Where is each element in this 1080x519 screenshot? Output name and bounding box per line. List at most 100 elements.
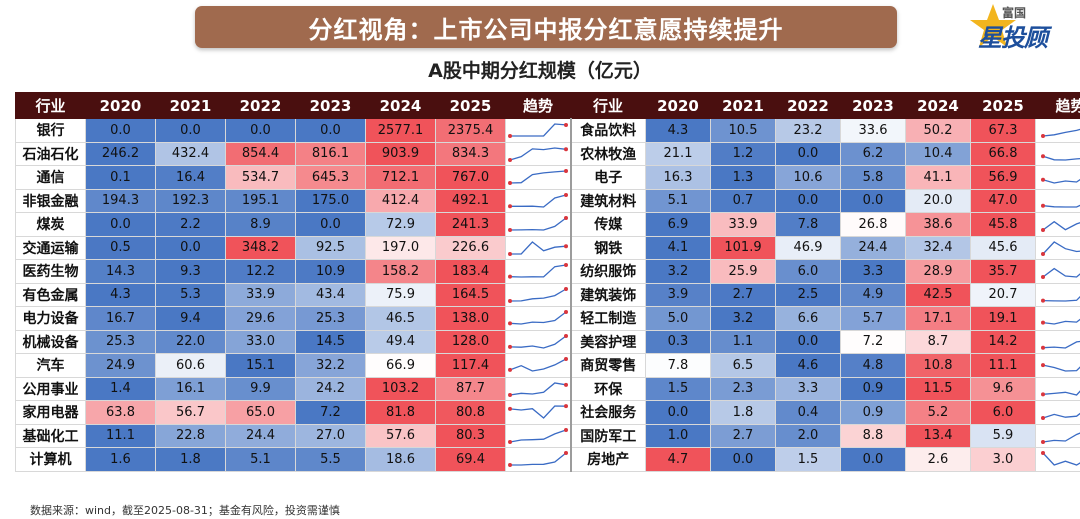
value-cell-2020: 0.1 xyxy=(85,165,156,190)
trend-sparkline-cell-right xyxy=(1035,329,1080,354)
value-cell-2023-right: 6.2 xyxy=(840,141,906,166)
industry-label-right: 建筑装饰 xyxy=(569,282,646,307)
trend-sparkline xyxy=(1040,268,1080,280)
trend-sparkline xyxy=(507,147,568,162)
trend-sparkline xyxy=(507,286,568,303)
sparkline-line xyxy=(1042,155,1080,161)
value-cell-2020-right: 0.3 xyxy=(645,329,711,354)
trend-sparkline-cell-right xyxy=(1035,141,1080,166)
sparkline-end-dot xyxy=(563,192,568,197)
sparkline-start-dot xyxy=(1040,203,1045,208)
value-cell-2023: 10.9 xyxy=(295,259,366,284)
col-header-2022-right: 2022 xyxy=(775,92,841,119)
trend-sparkline-cell xyxy=(505,141,571,166)
value-cell-2023: 7.2 xyxy=(295,400,366,425)
table-row: 基础化工 11.1 22.8 24.4 27.0 57.6 80.3 国防军工 1.0 2.7 2.… xyxy=(15,423,1080,448)
value-cell-2025: 128.0 xyxy=(435,329,506,354)
trend-sparkline-cell xyxy=(505,447,571,472)
industry-label: 基础化工 xyxy=(15,423,86,448)
value-cell-2022-right: 10.6 xyxy=(775,165,841,190)
value-cell-2022: 24.4 xyxy=(225,423,296,448)
sparkline-end-dot xyxy=(563,147,568,152)
sparkline-end-dot xyxy=(563,216,568,221)
value-cell-2025: 241.3 xyxy=(435,212,506,237)
value-cell-2021: 16.1 xyxy=(155,376,226,401)
value-cell-2020: 0.0 xyxy=(85,212,156,237)
value-cell-2020: 11.1 xyxy=(85,423,156,448)
col-header-2020: 2020 xyxy=(85,92,156,119)
sparkline-start-dot xyxy=(507,157,512,162)
table-row: 有色金属 4.3 5.3 33.9 43.4 75.9 164.5 建筑装饰 3.9 2.7 2.5… xyxy=(15,282,1080,307)
value-cell-2024: 46.5 xyxy=(365,306,436,331)
trend-sparkline-cell xyxy=(505,259,571,284)
trend-sparkline xyxy=(1040,340,1080,350)
value-cell-2021: 16.4 xyxy=(155,165,226,190)
sparkline-start-dot xyxy=(1040,320,1045,325)
value-cell-2024: 412.4 xyxy=(365,188,436,213)
value-cell-2022-right: 2.5 xyxy=(775,282,841,307)
trend-sparkline-cell xyxy=(505,118,571,143)
value-cell-2022-right: 23.2 xyxy=(775,118,841,143)
value-cell-2023: 92.5 xyxy=(295,235,366,260)
value-cell-2024-right: 5.2 xyxy=(905,400,971,425)
value-cell-2021: 0.0 xyxy=(155,118,226,143)
sparkline-start-dot xyxy=(507,368,512,373)
trend-sparkline-cell-right xyxy=(1035,423,1080,448)
value-cell-2025-right: 5.9 xyxy=(970,423,1036,448)
value-cell-2020-right: 16.3 xyxy=(645,165,711,190)
value-cell-2025: 164.5 xyxy=(435,282,506,307)
sparkline-end-dot xyxy=(563,243,568,248)
col-header-2024-right: 2024 xyxy=(905,92,971,119)
sparkline-line xyxy=(1042,431,1080,443)
value-cell-2024-right: 17.1 xyxy=(905,306,971,331)
sparkline-line xyxy=(1042,295,1080,302)
sparkline-start-dot xyxy=(1040,345,1045,350)
value-cell-2020: 246.2 xyxy=(85,141,156,166)
value-cell-2023: 32.2 xyxy=(295,353,366,378)
col-header-2021: 2021 xyxy=(155,92,226,119)
value-cell-2024-right: 32.4 xyxy=(905,235,971,260)
value-cell-2025: 138.0 xyxy=(435,306,506,331)
value-cell-2022-right: 6.6 xyxy=(775,306,841,331)
value-cell-2025-right: 14.2 xyxy=(970,329,1036,354)
value-cell-2024-right: 28.9 xyxy=(905,259,971,284)
value-cell-2021: 432.4 xyxy=(155,141,226,166)
brand-logo: 富国 星投顾 xyxy=(968,2,1078,52)
sparkline-start-dot xyxy=(1040,153,1045,158)
trend-sparkline-cell-right xyxy=(1035,447,1080,472)
trend-sparkline xyxy=(507,333,568,349)
col-header-2024: 2024 xyxy=(365,92,436,119)
sparkline-line xyxy=(509,217,567,231)
sparkline-line xyxy=(1042,128,1080,137)
value-cell-2024: 49.4 xyxy=(365,329,436,354)
value-cell-2022-right: 0.0 xyxy=(775,141,841,166)
value-cell-2021-right: 2.7 xyxy=(710,282,776,307)
value-cell-2020-right: 1.5 xyxy=(645,376,711,401)
trend-sparkline-cell xyxy=(505,165,571,190)
star-logo-icon xyxy=(970,4,1016,47)
value-cell-2021-right: 1.3 xyxy=(710,165,776,190)
value-cell-2023: 25.3 xyxy=(295,306,366,331)
footnote: 数据来源：wind，截至2025-08-31；基金有风险，投资需谨慎 xyxy=(30,504,340,517)
sparkline-end-dot xyxy=(563,263,568,268)
sparkline-line xyxy=(509,170,566,184)
sparkline-end-dot xyxy=(563,404,568,409)
col-header-trend-right: 趋势 xyxy=(1035,92,1080,119)
col-header-trend: 趋势 xyxy=(505,92,571,119)
value-cell-2020: 25.3 xyxy=(85,329,156,354)
value-cell-2022-right: 1.5 xyxy=(775,447,841,472)
sparkline-line xyxy=(1042,364,1080,372)
table-row: 计算机 1.6 1.8 5.1 5.5 18.6 69.4 房地产 4.7 0.0 1.5 0.0 2.… xyxy=(15,447,1080,472)
industry-label-right: 商贸零售 xyxy=(569,353,646,378)
sparkline-start-dot xyxy=(1040,363,1045,368)
trend-sparkline-cell-right xyxy=(1035,306,1080,331)
table-row: 通信 0.1 16.4 534.7 645.3 712.1 767.0 电子 16.3 1.3 10… xyxy=(15,165,1080,190)
trend-sparkline-cell-right xyxy=(1035,235,1080,260)
value-cell-2021-right: 10.5 xyxy=(710,118,776,143)
industry-label-right: 农林牧渔 xyxy=(569,141,646,166)
value-cell-2024: 103.2 xyxy=(365,376,436,401)
value-cell-2024: 72.9 xyxy=(365,212,436,237)
value-cell-2021: 192.3 xyxy=(155,188,226,213)
value-cell-2021-right: 0.0 xyxy=(710,447,776,472)
value-cell-2020-right: 7.8 xyxy=(645,353,711,378)
